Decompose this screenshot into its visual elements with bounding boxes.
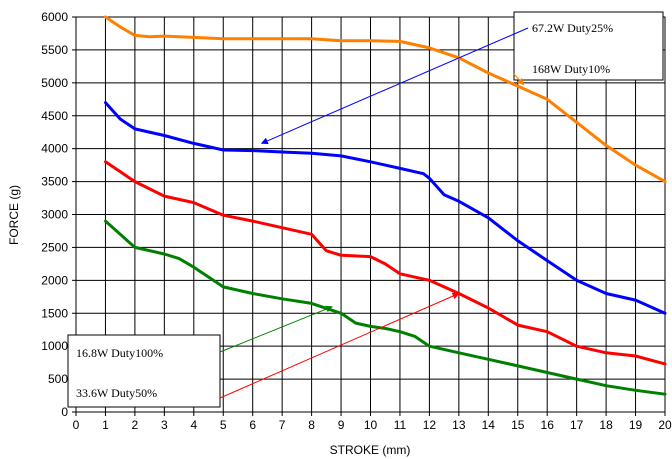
annotation-label: 16.8W Duty100% — [76, 346, 163, 360]
x-tick-label: 10 — [364, 418, 378, 432]
annotations-group: 67.2W Duty25% 168W Duty10% 16.8W Duty100% 3… — [67, 11, 664, 408]
x-tick-label: 2 — [132, 418, 139, 432]
x-tick-label: 3 — [161, 418, 168, 432]
y-tick-label: 1500 — [41, 306, 68, 320]
x-tick-label: 8 — [308, 418, 315, 432]
annotation-label: 67.2W Duty25% — [532, 21, 613, 35]
series-group — [104, 15, 667, 396]
y-tick-label: 1000 — [41, 339, 68, 353]
x-tick-label: 5 — [220, 418, 227, 432]
y-tick-label: 3000 — [41, 208, 68, 222]
y-tick-labels: 0 500 1000 1500 2000 2500 3000 3500 4000 4500 5000… — [41, 10, 68, 419]
series-line — [104, 15, 667, 184]
callout-box-lower — [67, 334, 221, 408]
annotation-arrow — [513, 73, 525, 86]
y-tick-label: 5500 — [41, 43, 68, 57]
callout-box-upper — [513, 11, 664, 81]
x-tick-label: 18 — [599, 418, 613, 432]
y-tick-label: 4000 — [41, 142, 68, 156]
series-line — [104, 219, 667, 396]
y-tick-label: 6000 — [41, 10, 68, 24]
annotation-label: 168W Duty10% — [532, 62, 610, 76]
grid-lines — [76, 17, 665, 412]
x-tick-label: 15 — [511, 418, 525, 432]
x-tick-label: 12 — [423, 418, 437, 432]
x-tick-label: 0 — [73, 418, 80, 432]
y-tick-label: 3500 — [41, 175, 68, 189]
x-tick-label: 7 — [279, 418, 286, 432]
x-tick-label: 19 — [629, 418, 643, 432]
y-axis-title: FORCE (g) — [7, 185, 21, 245]
x-tick-label: 14 — [482, 418, 496, 432]
y-tick-label: 2500 — [41, 240, 68, 254]
x-tick-label: 20 — [658, 418, 672, 432]
y-tick-label: 2000 — [41, 273, 68, 287]
x-axis-title: STROKE (mm) — [330, 443, 411, 457]
x-tick-label: 13 — [452, 418, 466, 432]
x-tick-label: 16 — [541, 418, 555, 432]
y-tick-label: 0 — [61, 405, 68, 419]
series-line — [104, 101, 667, 315]
series-line — [104, 160, 667, 366]
x-tick-labels: 0 1 2 3 4 5 6 7 8 9 10 11 12 13 14 15 16 17 18 19 20 — [73, 418, 672, 432]
x-tick-label: 17 — [570, 418, 584, 432]
x-tick-label: 6 — [249, 418, 256, 432]
annotation-arrow — [219, 292, 460, 399]
x-tick-label: 11 — [394, 418, 407, 432]
y-tick-label: 4500 — [41, 109, 68, 123]
y-tick-label: 5000 — [41, 76, 68, 90]
x-tick-label: 4 — [190, 418, 197, 432]
annotation-arrow — [219, 305, 333, 353]
plot-frame — [72, 16, 666, 416]
x-tick-label: 9 — [338, 418, 345, 432]
x-tick-label: 1 — [102, 418, 109, 432]
annotation-arrow — [260, 27, 529, 145]
annotation-label: 33.6W Duty50% — [76, 386, 157, 400]
y-tick-label: 500 — [48, 372, 68, 386]
